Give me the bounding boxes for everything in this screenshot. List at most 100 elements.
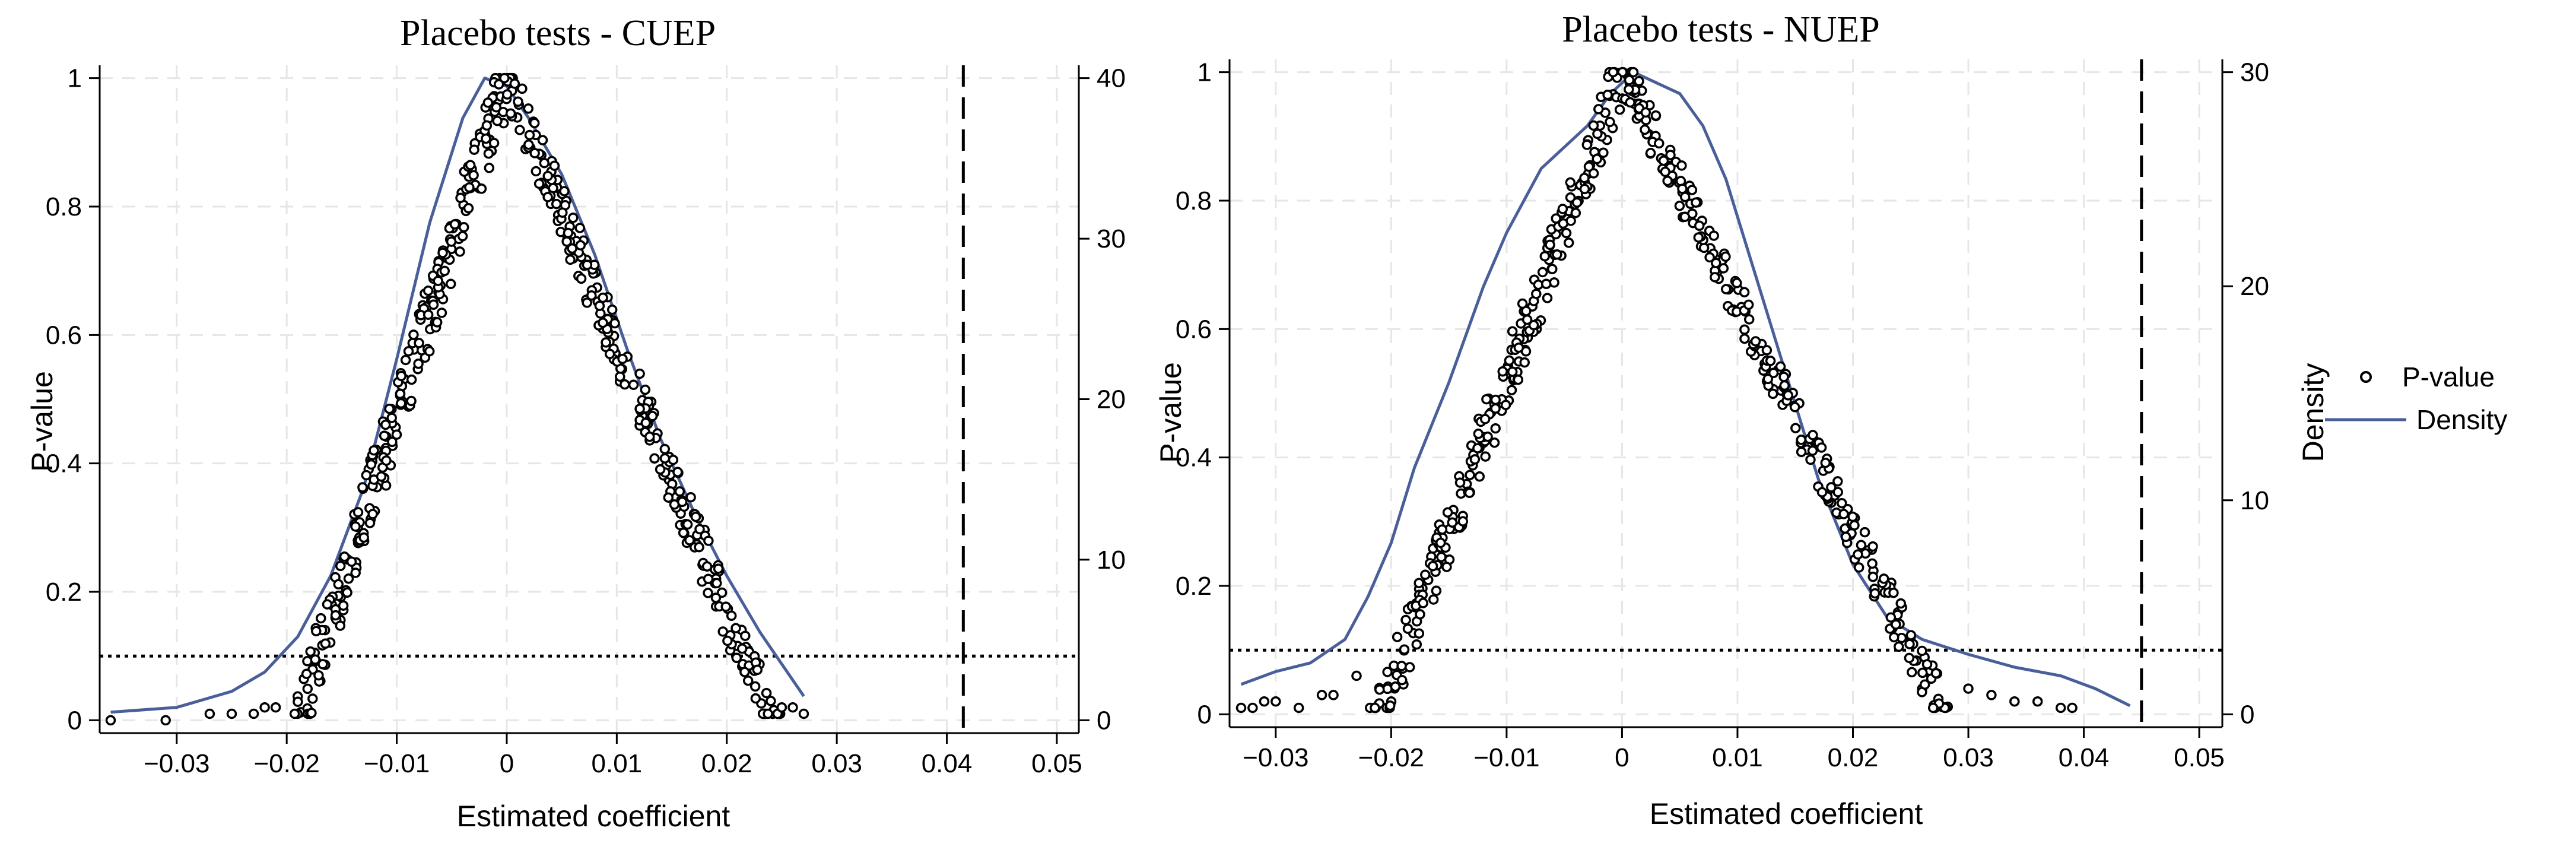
pvalue-point: [703, 588, 713, 598]
pvalue-point: [352, 507, 364, 518]
pvalue-point: [1418, 598, 1428, 608]
pvalue-point: [1694, 220, 1705, 232]
pvalue-point: [493, 79, 504, 90]
pvalue-point: [1513, 342, 1524, 353]
pvalue-point: [1565, 177, 1576, 188]
pvalue-point: [335, 560, 346, 572]
pvalue-point: [582, 297, 592, 308]
pvalue-point: [1396, 661, 1407, 671]
pvalue-point: [1382, 667, 1393, 677]
pvalue-point: [1849, 520, 1860, 531]
pvalue-point: [586, 290, 597, 301]
pvalue-point: [1436, 551, 1447, 563]
pvalue-point: [505, 108, 516, 119]
y2-tick-label: 10: [2240, 486, 2269, 515]
pvalue-point: [424, 346, 435, 357]
pvalue-point: [684, 535, 695, 546]
pvalue-point: [1474, 471, 1485, 482]
pvalue-point: [1832, 476, 1843, 487]
pvalue-point: [672, 467, 683, 477]
pvalue-point: [1504, 355, 1515, 366]
pvalue-point: [1743, 314, 1755, 325]
pvalue-point: [1739, 333, 1750, 344]
pvalue-point: [403, 346, 414, 357]
pvalue-point: [726, 610, 737, 621]
pvalue-point: [1963, 683, 1974, 694]
pvalue-point: [1761, 345, 1773, 356]
pvalue-point: [367, 509, 378, 519]
pvalue-point: [1479, 414, 1491, 424]
pvalue-point: [1592, 154, 1602, 164]
pvalue-point: [1805, 454, 1816, 465]
pvalue-point: [1465, 470, 1475, 480]
pvalue-point: [387, 436, 398, 448]
pvalue-point: [766, 696, 776, 706]
pvalue-point: [1710, 272, 1720, 283]
chart-cuep: Placebo tests - CUEP Estimated coefficie…: [26, 13, 1126, 833]
pvalue-point: [776, 702, 787, 713]
pvalue-point: [513, 96, 523, 107]
pvalue-point: [1853, 549, 1863, 560]
pvalue-point: [1867, 541, 1878, 552]
pvalue-point: [1768, 367, 1779, 379]
pvalue-point: [350, 521, 361, 532]
pvalue-point: [561, 236, 572, 247]
pvalue-point: [1686, 185, 1698, 195]
pvalue-point: [1537, 267, 1548, 278]
pvalue-point: [259, 702, 270, 713]
pvalue-point: [1624, 75, 1635, 85]
pvalue-point: [1677, 183, 1688, 194]
pvalue-point: [763, 708, 773, 719]
pvalue-point: [1674, 201, 1685, 211]
pvalue-point: [204, 708, 215, 719]
x-tick-label: 0.01: [1712, 743, 1763, 772]
pvalue-point: [1442, 507, 1453, 518]
pvalue-point: [1506, 385, 1517, 395]
pvalue-point: [364, 518, 376, 528]
pvalue-point: [1859, 527, 1870, 538]
pvalue-point: [400, 354, 411, 366]
pvalue-point: [1904, 652, 1915, 664]
pvalue-point: [533, 178, 545, 189]
y2-tick-label: 0: [1097, 706, 1111, 735]
y2-tick-label: 20: [2240, 272, 2269, 301]
pvalue-point: [649, 453, 660, 464]
x-tick-label: −0.01: [364, 749, 430, 778]
pvalue-point: [1473, 429, 1484, 439]
pvalue-point: [1396, 674, 1408, 686]
x-tick-label: 0.05: [1031, 749, 1082, 778]
pvalue-point: [1625, 97, 1635, 108]
pvalue-point: [1679, 192, 1691, 202]
pvalue-point: [659, 453, 671, 464]
pvalue-point: [542, 170, 553, 182]
pvalue-point: [1739, 324, 1750, 335]
pvalue-point: [346, 556, 357, 567]
pvalue-point: [604, 348, 615, 360]
pvalue-point: [305, 646, 316, 657]
pvalue-point: [713, 563, 724, 574]
pvalue-point: [563, 227, 574, 239]
pvalue-point: [1497, 366, 1508, 377]
pvalue-point: [1808, 430, 1818, 440]
pvalue-point: [1592, 128, 1603, 139]
pvalue-point: [1608, 66, 1619, 78]
pvalue-point: [289, 708, 300, 719]
pvalue-point: [413, 359, 424, 369]
pvalue-point: [386, 413, 397, 423]
pvalue-point: [1679, 211, 1691, 223]
x-tick-label: −0.03: [144, 749, 209, 778]
pvalue-point: [703, 535, 714, 546]
pvalue-point: [1328, 690, 1339, 700]
x-tick-label: 0.02: [1828, 743, 1879, 772]
pvalue-point: [752, 664, 763, 676]
pvalue-point: [640, 417, 651, 429]
pvalue-point: [694, 524, 705, 535]
pvalue-point: [606, 305, 618, 315]
x-tick-label: 0.04: [922, 749, 973, 778]
pvalue-point: [1293, 702, 1304, 714]
pvalue-point: [465, 160, 476, 170]
pvalue-point: [302, 683, 313, 695]
pvalue-point: [1482, 432, 1493, 442]
pvalue-point: [322, 599, 333, 610]
pvalue-point: [1867, 572, 1879, 582]
